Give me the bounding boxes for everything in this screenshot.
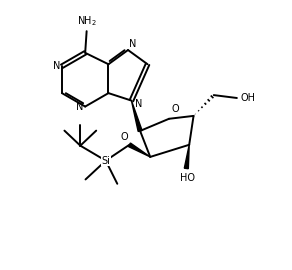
Polygon shape: [184, 145, 189, 169]
Text: NH$_2$: NH$_2$: [77, 14, 97, 28]
Text: N: N: [53, 61, 60, 71]
Text: N: N: [77, 102, 84, 112]
Polygon shape: [131, 101, 142, 131]
Text: HO: HO: [180, 173, 195, 183]
Text: O: O: [120, 133, 128, 143]
Text: N: N: [129, 39, 137, 49]
Polygon shape: [128, 143, 150, 157]
Text: N: N: [135, 99, 142, 109]
Text: OH: OH: [240, 93, 255, 103]
Text: O: O: [171, 104, 179, 114]
Text: Si: Si: [101, 156, 110, 166]
